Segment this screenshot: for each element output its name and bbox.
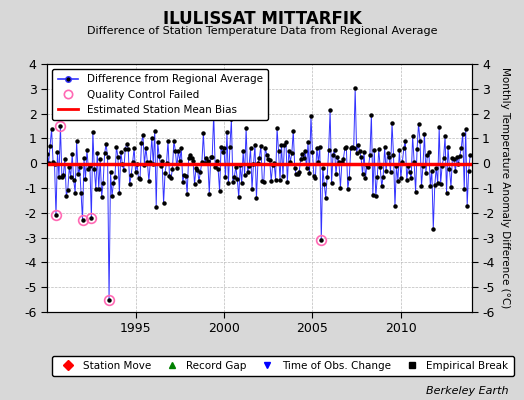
Text: ILULISSAT MITTARFIK: ILULISSAT MITTARFIK bbox=[162, 10, 362, 28]
Text: Berkeley Earth: Berkeley Earth bbox=[426, 386, 508, 396]
Y-axis label: Monthly Temperature Anomaly Difference (°C): Monthly Temperature Anomaly Difference (… bbox=[500, 67, 510, 309]
Legend: Station Move, Record Gap, Time of Obs. Change, Empirical Break: Station Move, Record Gap, Time of Obs. C… bbox=[52, 356, 514, 376]
Text: Difference of Station Temperature Data from Regional Average: Difference of Station Temperature Data f… bbox=[87, 26, 437, 36]
